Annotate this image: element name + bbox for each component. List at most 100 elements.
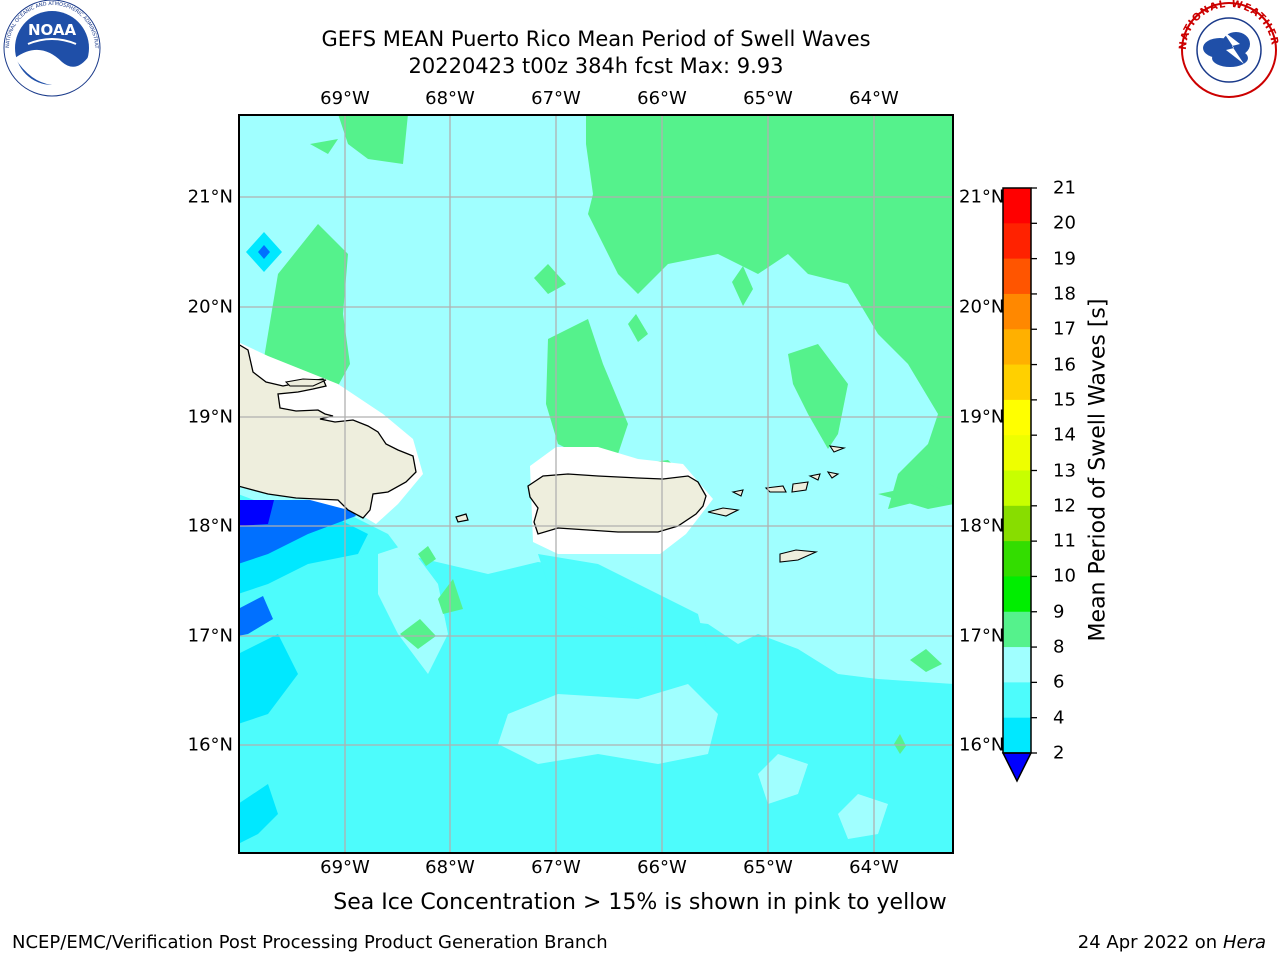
field-9-10s <box>400 619 436 649</box>
field-9-10s <box>310 139 338 154</box>
nws-logo: NATIONAL WEATHER SERVICE <box>1178 0 1279 98</box>
lon-label-top: 68°W <box>425 88 475 109</box>
land-island <box>828 445 847 453</box>
colorbar-segment <box>1003 647 1031 683</box>
colorbar-tick-label: 2 <box>1053 742 1065 764</box>
lon-label-bottom: 65°W <box>743 857 793 878</box>
field-4-6s <box>238 784 278 844</box>
colorbar-tick-label: 11 <box>1053 530 1076 552</box>
field-4-6s <box>238 634 298 724</box>
colorbar-tick-label: 9 <box>1053 601 1065 623</box>
lat-label-right: 16°N <box>959 734 1005 756</box>
colorbar-tick-label: 6 <box>1053 671 1065 693</box>
field-9-10s <box>910 649 942 672</box>
map-title: GEFS MEAN Puerto Rico Mean Period of Swe… <box>321 27 871 51</box>
field-9-10s <box>418 546 436 566</box>
colorbar-tick-label: 21 <box>1053 177 1076 199</box>
field-9-10s <box>586 114 954 509</box>
lat-label-right: 19°N <box>959 406 1005 428</box>
land-island <box>455 513 469 523</box>
colorbar-tick-label: 16 <box>1053 354 1076 376</box>
map-border <box>238 114 954 854</box>
lat-label-right: 17°N <box>959 625 1005 647</box>
field-9-10s <box>732 266 753 306</box>
colorbar-segment <box>1003 364 1031 401</box>
colorbar-segment <box>1003 470 1031 507</box>
field-9-10s <box>894 734 906 754</box>
colorbar-segment <box>1003 435 1031 471</box>
field-8-9s <box>838 794 888 839</box>
lon-label-bottom: 64°W <box>849 857 899 878</box>
field-2-4s <box>238 596 273 636</box>
land-island <box>764 485 787 493</box>
colorbar-label: Mean Period of Swell Waves [s] <box>1085 298 1111 642</box>
land-island <box>707 507 740 517</box>
land-puerto-rico <box>527 473 707 535</box>
colorbar-segment <box>1003 399 1031 436</box>
lon-label-bottom: 68°W <box>425 857 475 878</box>
lat-label-left: 19°N <box>187 406 233 428</box>
sea-ice-note: Sea Ice Concentration > 15% is shown in … <box>0 890 1280 915</box>
colorbar <box>1001 187 1037 783</box>
lon-label-bottom: 66°W <box>637 857 687 878</box>
field-below-2s <box>238 500 274 526</box>
field-9-10s <box>628 314 648 342</box>
field-8-9s <box>498 684 718 764</box>
colorbar-tick-label: 12 <box>1053 495 1076 517</box>
lat-label-left: 18°N <box>187 515 233 537</box>
colorbar-segment <box>1003 611 1031 648</box>
colorbar-tick-label: 10 <box>1053 565 1076 587</box>
colorbar-segment <box>1003 223 1031 260</box>
colorbar-tick-label: 17 <box>1053 318 1076 340</box>
field-9-10s <box>788 344 848 449</box>
footer-credit: NCEP/EMC/Verification Post Processing Pr… <box>12 932 608 953</box>
land-island <box>779 549 819 563</box>
lat-label-left: 20°N <box>187 296 233 318</box>
swell-period-map <box>238 114 954 854</box>
colorbar-extend-triangle <box>1001 752 1033 783</box>
map-subtitle: 20220423 t00z 384h fcst Max: 9.93 <box>408 54 784 78</box>
svg-text:NOAA: NOAA <box>28 21 77 39</box>
lon-label-top: 67°W <box>531 88 581 109</box>
field-9-10s <box>546 319 628 459</box>
colorbar-segment <box>1003 541 1031 577</box>
lon-label-top: 64°W <box>849 88 899 109</box>
field-6-8s <box>538 554 708 654</box>
colorbar-segment <box>1003 717 1031 754</box>
colorbar-segment <box>1003 293 1031 330</box>
lat-label-left: 16°N <box>187 734 233 756</box>
land-island <box>731 489 744 497</box>
lat-label-right: 18°N <box>959 515 1005 537</box>
colorbar-segment <box>1003 188 1031 224</box>
land-island <box>791 481 809 493</box>
lon-label-top: 66°W <box>637 88 687 109</box>
colorbar-tick-label: 19 <box>1053 248 1076 270</box>
field-8-9s <box>758 554 954 674</box>
lat-label-right: 20°N <box>959 296 1005 318</box>
land-island <box>284 378 327 387</box>
colorbar-tick-label: 4 <box>1053 707 1065 729</box>
colorbar-tick-label: 8 <box>1053 636 1065 658</box>
lon-label-top: 69°W <box>320 88 370 109</box>
lat-label-left: 17°N <box>187 625 233 647</box>
colorbar-segment <box>1003 505 1031 542</box>
footer-host: Hera <box>1222 932 1266 953</box>
lon-label-top: 65°W <box>743 88 793 109</box>
field-8-9s <box>758 754 808 804</box>
field-2-4s <box>258 245 270 259</box>
field-9-10s <box>534 264 566 294</box>
footer-date: 24 Apr 2022 on Hera <box>1078 932 1266 953</box>
colorbar-tick-label: 13 <box>1053 460 1076 481</box>
colorbar-segment <box>1003 258 1031 295</box>
field-9-10s <box>878 484 954 509</box>
lat-label-left: 21°N <box>187 186 233 208</box>
field-8-9s <box>378 544 448 674</box>
grid-lines <box>238 114 954 854</box>
colorbar-segment <box>1003 576 1031 613</box>
noaa-logo: NOAA NATIONAL OCEANIC AND ATMOSPHERIC AD… <box>0 0 101 97</box>
colorbar-segment <box>1003 682 1031 719</box>
colorbar-tick-label: 20 <box>1053 212 1076 234</box>
field-9-10s <box>338 114 408 164</box>
land-island <box>808 473 821 481</box>
colorbar-tick-label: 15 <box>1053 389 1076 411</box>
